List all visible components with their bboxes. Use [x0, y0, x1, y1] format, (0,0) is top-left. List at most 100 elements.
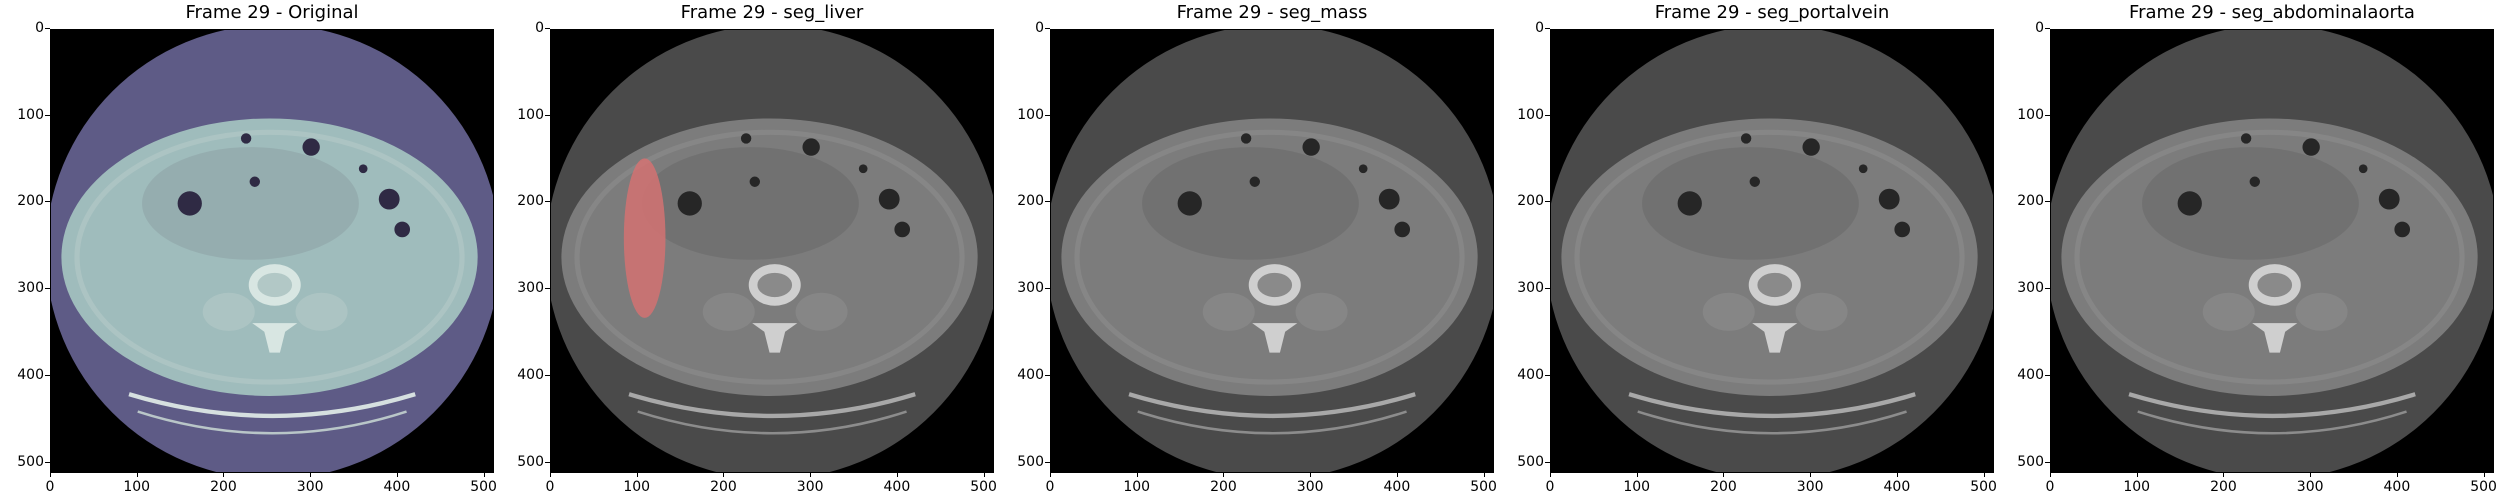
x-tick-label: 100: [617, 472, 657, 495]
fat-layer: [2074, 129, 2465, 385]
table-rail: [2128, 392, 2416, 419]
y-tick-label: 100: [1500, 107, 1550, 123]
panel-title: Frame 29 - seg_portalvein: [1654, 2, 1890, 23]
bowel-gas: [2177, 191, 2202, 216]
panel-title: Frame 29 - seg_liver: [680, 2, 864, 23]
y-tick-label: 400: [1500, 367, 1550, 383]
panel-seg-abdominalaorta: Frame 29 - seg_abdominalaorta 0 100 200 300…: [2000, 0, 2500, 500]
y-tick-label: 100: [1000, 107, 1050, 123]
x-tick-label: 500: [964, 472, 1004, 495]
bowel-gas: [358, 164, 368, 174]
y-tick-label: 500: [1500, 454, 1550, 470]
x-tick-label: 500: [1964, 472, 2004, 495]
x-tick-label: 400: [1377, 472, 1417, 495]
y-tick-label: 200: [0, 193, 50, 209]
bowel-gas: [378, 188, 400, 210]
spinous-process: [1752, 323, 1798, 353]
table-rail: [128, 392, 416, 419]
bowel-region: [1142, 147, 1359, 260]
y-tick-label: 400: [0, 367, 50, 383]
table-rail-lower: [1637, 410, 1907, 435]
bowel-gas: [249, 176, 260, 187]
table-rail: [1128, 392, 1416, 419]
bowel-gas: [2240, 133, 2252, 144]
y-tick-label: 500: [1000, 454, 1050, 470]
bowel-region: [1642, 147, 1859, 260]
panel-seg-portalvein: Frame 29 - seg_portalvein 0 100 200 300 400 5…: [1500, 0, 2000, 500]
ct-slice-image: [2051, 30, 2493, 472]
spinous-process: [2252, 323, 2298, 353]
bowel-gas: [240, 133, 252, 144]
bowel-gas: [1878, 188, 1900, 210]
bowel-gas: [1240, 133, 1252, 144]
psoas-right: [1795, 292, 1848, 331]
bowel-gas: [1802, 138, 1820, 156]
bowel-gas: [1302, 138, 1320, 156]
x-tick-label: 100: [117, 472, 157, 495]
bowel-gas: [878, 188, 900, 210]
y-tick-label: 500: [2000, 454, 2050, 470]
x-tick-label: 0: [2030, 472, 2070, 495]
x-tick-label: 0: [1030, 472, 1070, 495]
spinous-process: [252, 323, 298, 353]
psoas-right: [2295, 292, 2348, 331]
bowel-gas: [802, 138, 820, 156]
panel-seg-liver: Frame 29 - seg_liver 0 100 200 300 400 500 0 1…: [500, 0, 1000, 500]
x-tick-label: 200: [703, 472, 743, 495]
x-tick-label: 200: [2203, 472, 2243, 495]
psoas-left: [2202, 292, 2255, 331]
y-tick-label: 300: [0, 280, 50, 296]
x-tick-label: 500: [1464, 472, 1504, 495]
vertebral-core: [757, 272, 793, 298]
x-tick-label: 300: [1290, 472, 1330, 495]
y-tick-label: 300: [1000, 280, 1050, 296]
bowel-region: [142, 147, 359, 260]
y-tick-label: 0: [0, 20, 50, 36]
y-tick-label: 0: [1500, 20, 1550, 36]
bowel-gas: [1378, 188, 1400, 210]
panel-original: Frame 29 - Original 0 100 200 300 400 500 0 10…: [0, 0, 500, 500]
x-tick-label: 100: [2117, 472, 2157, 495]
table-rail-lower: [2137, 410, 2407, 435]
fat-layer: [74, 129, 465, 385]
panel-title: Frame 29 - Original: [185, 2, 359, 23]
vertebral-core: [1757, 272, 1793, 298]
table-rail-lower: [637, 410, 907, 435]
y-tick-label: 400: [500, 367, 550, 383]
table-rail: [1628, 392, 1916, 419]
y-tick-label: 200: [1000, 193, 1050, 209]
x-tick-label: 200: [203, 472, 243, 495]
bowel-region: [642, 147, 859, 260]
bowel-gas: [749, 176, 760, 187]
vertebral-core: [257, 272, 293, 298]
spinous-process: [752, 323, 798, 353]
x-tick-label: 300: [790, 472, 830, 495]
bowel-gas: [1177, 191, 1202, 216]
bowel-gas: [2378, 188, 2400, 210]
x-tick-label: 0: [530, 472, 570, 495]
psoas-right: [1295, 292, 1348, 331]
panel-seg-mass: Frame 29 - seg_mass 0 100 200 300 400 500 0 10…: [1000, 0, 1500, 500]
vertebral-core: [1257, 272, 1293, 298]
vertebral-core: [2257, 272, 2293, 298]
bowel-gas: [894, 221, 911, 238]
bowel-gas: [1894, 221, 1911, 238]
x-tick-label: 300: [1790, 472, 1830, 495]
image-frame: [550, 29, 994, 473]
y-tick-label: 300: [500, 280, 550, 296]
y-tick-label: 200: [500, 193, 550, 209]
x-tick-label: 0: [30, 472, 70, 495]
spinous-process: [1252, 323, 1298, 353]
y-tick-label: 300: [2000, 280, 2050, 296]
bowel-gas: [2302, 138, 2320, 156]
x-tick-label: 200: [1203, 472, 1243, 495]
bowel-gas: [177, 191, 202, 216]
bowel-gas: [1394, 221, 1411, 238]
table-rail: [628, 392, 916, 419]
x-tick-label: 200: [1703, 472, 1743, 495]
x-tick-label: 400: [877, 472, 917, 495]
x-tick-label: 400: [377, 472, 417, 495]
bowel-gas: [1358, 164, 1368, 174]
bowel-gas: [2358, 164, 2368, 174]
liver-mask-overlay: [623, 158, 666, 318]
